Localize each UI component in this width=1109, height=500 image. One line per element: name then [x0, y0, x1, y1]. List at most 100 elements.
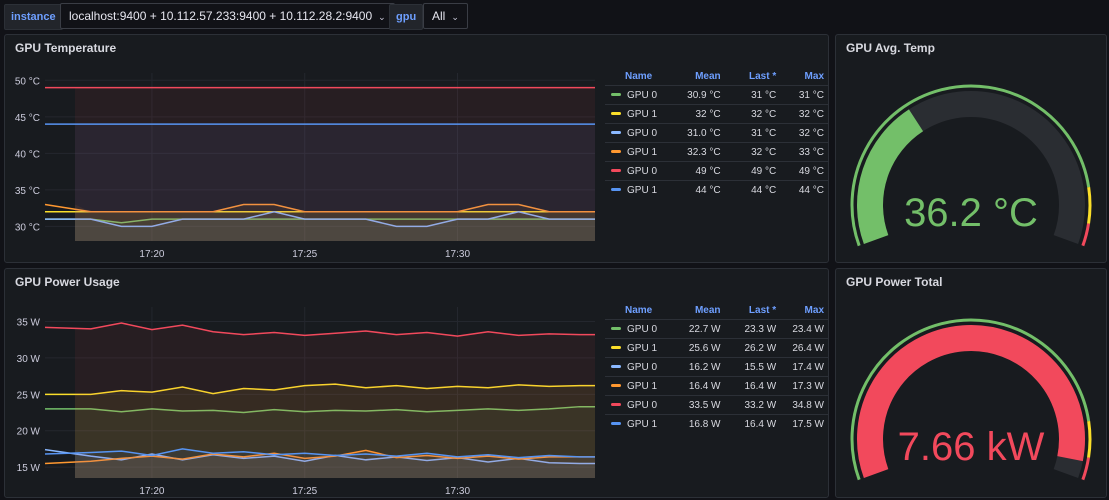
legend-last: 16.4 W [724, 414, 781, 433]
legend-mean: 44 °C [661, 180, 725, 199]
legend-last: 32 °C [724, 142, 781, 162]
y-tick-label: 25 W [17, 390, 41, 401]
legend-series-name: GPU 0 [605, 123, 662, 143]
series-area [75, 323, 595, 478]
legend-max: 32 °C [780, 104, 828, 124]
series-line[interactable] [45, 383, 595, 396]
series-line[interactable] [45, 211, 595, 228]
threshold-band-green [850, 84, 1091, 247]
legend-mean: 30.9 °C [661, 85, 725, 105]
series-color-swatch [611, 365, 621, 369]
legend-row[interactable]: GPU 1 32.3 °C 32 °C 33 °C [605, 142, 828, 162]
y-tick-label: 30 °C [15, 222, 40, 233]
series-area [75, 448, 595, 478]
threshold-band-yellow [1087, 186, 1092, 224]
gpu-power-total-panel[interactable]: GPU Power Total 7.66 kW [835, 268, 1107, 498]
legend-series-label: GPU 0 [627, 399, 658, 411]
legend-mean: 22.7 W [661, 319, 725, 339]
threshold-band-yellow [1087, 420, 1092, 458]
instance-select[interactable]: localhost:9400 + 10.112.57.233:9400 + 10… [60, 3, 395, 29]
y-tick-label: 50 °C [15, 76, 40, 87]
panel-title: GPU Power Total [846, 275, 943, 289]
legend-series-label: GPU 0 [627, 127, 658, 139]
panel-title: GPU Avg. Temp [846, 41, 935, 55]
legend-row[interactable]: GPU 1 32 °C 32 °C 32 °C [605, 104, 828, 124]
legend-row[interactable]: GPU 0 31.0 °C 31 °C 32 °C [605, 123, 828, 143]
legend-max: 33 °C [780, 142, 828, 162]
power-total-gauge [850, 318, 1092, 481]
gpu-temperature-panel[interactable]: GPU Temperature 30 °C 35 °C 40 °C 45 °C 50 °… [4, 34, 829, 263]
legend-mean: 16.4 W [661, 376, 725, 396]
legend-header-last[interactable]: Last * [748, 304, 777, 316]
legend-series-label: GPU 1 [627, 146, 658, 158]
gpu-select[interactable]: All ⌄ [423, 3, 468, 29]
legend-series-label: GPU 0 [627, 165, 658, 177]
series-color-swatch [611, 112, 621, 116]
legend-series-label: GPU 1 [627, 342, 658, 354]
legend-series-name: GPU 1 [605, 104, 662, 124]
legend-mean: 33.5 W [661, 395, 725, 415]
series-color-swatch [611, 188, 621, 192]
legend-header-mean[interactable]: Mean [695, 70, 721, 82]
legend-last: 23.3 W [724, 319, 781, 339]
legend-max: 17.5 W [780, 414, 828, 433]
series-line[interactable] [44, 322, 595, 337]
y-tick-label: 20 W [17, 427, 41, 438]
legend-mean: 32.3 °C [661, 142, 725, 162]
y-tick-label: 40 °C [15, 149, 40, 160]
legend-header-mean[interactable]: Mean [694, 304, 721, 316]
gauge-value: 36.2 °C [904, 191, 1038, 235]
series-color-swatch [611, 150, 621, 154]
temperature-chart[interactable]: 30 °C 35 °C 40 °C 45 °C 50 °C 17:20 17:25 17:30 [5, 69, 605, 259]
legend-last: 31 °C [724, 85, 781, 105]
legend-series-label: GPU 1 [627, 418, 658, 430]
legend-row[interactable]: GPU 0 30.9 °C 31 °C 31 °C [605, 85, 828, 105]
legend-row[interactable]: GPU 1 44 °C 44 °C 44 °C [605, 180, 828, 199]
series-color-swatch [611, 131, 621, 135]
gpu-avg-temp-panel[interactable]: GPU Avg. Temp 36.2 °C [835, 34, 1107, 263]
legend-series-label: GPU 1 [627, 184, 658, 196]
y-tick-label: 45 °C [15, 113, 40, 124]
legend-max: 31 °C [780, 85, 828, 105]
series-area [75, 204, 595, 241]
series-line[interactable] [44, 448, 595, 459]
legend-last: 26.2 W [724, 338, 781, 358]
legend-row[interactable]: GPU 0 16.2 W 15.5 W 17.4 W [605, 357, 828, 377]
x-tick-label: 17:25 [292, 486, 317, 497]
gpu-select-value: All [432, 9, 446, 23]
variable-label-instance: instance [4, 4, 63, 30]
legend-max: 17.3 W [780, 376, 828, 396]
legend-row[interactable]: GPU 0 49 °C 49 °C 49 °C [605, 161, 828, 181]
legend-mean: 25.6 W [661, 338, 725, 358]
legend-header-max[interactable]: Max [804, 304, 824, 316]
legend-header-max[interactable]: Max [804, 70, 824, 82]
x-tick-label: 17:25 [292, 249, 317, 259]
gauge-value-arc [857, 109, 924, 244]
legend-header-last[interactable]: Last * [749, 70, 777, 82]
x-tick-label: 17:30 [445, 486, 470, 497]
legend-row[interactable]: GPU 1 25.6 W 26.2 W 26.4 W [605, 338, 828, 358]
legend-row[interactable]: GPU 1 16.8 W 16.4 W 17.5 W [605, 414, 828, 433]
panel-title: GPU Temperature [15, 41, 117, 55]
legend-row[interactable]: GPU 0 33.5 W 33.2 W 34.8 W [605, 395, 828, 415]
series-color-swatch [611, 403, 621, 407]
legend-max: 34.8 W [780, 395, 828, 415]
legend-mean: 16.2 W [661, 357, 725, 377]
legend-mean: 31.0 °C [661, 123, 725, 143]
series-area [75, 87, 595, 241]
legend-last: 44 °C [724, 180, 781, 199]
gpu-power-usage-panel[interactable]: GPU Power Usage 15 W 20 W 25 W 30 W 35 W 17:2… [4, 268, 829, 498]
threshold-band-green [850, 318, 1091, 481]
series-line[interactable] [45, 405, 595, 414]
temperature-legend: Name Mean Last * Max GPU 0 30.9 °C 31 °C 31… [605, 67, 828, 199]
series-line[interactable] [44, 203, 595, 213]
legend-max: 26.4 W [780, 338, 828, 358]
legend-max: 49 °C [780, 161, 828, 181]
legend-series-label: GPU 0 [627, 361, 658, 373]
power-chart[interactable]: 15 W 20 W 25 W 30 W 35 W 17:20 17:25 17:30 [5, 303, 605, 497]
series-color-swatch [611, 93, 621, 97]
legend-row[interactable]: GPU 0 22.7 W 23.3 W 23.4 W [605, 319, 828, 339]
legend-mean: 16.8 W [661, 414, 725, 433]
legend-row[interactable]: GPU 1 16.4 W 16.4 W 17.3 W [605, 376, 828, 396]
legend-series-name: GPU 1 [605, 338, 662, 358]
